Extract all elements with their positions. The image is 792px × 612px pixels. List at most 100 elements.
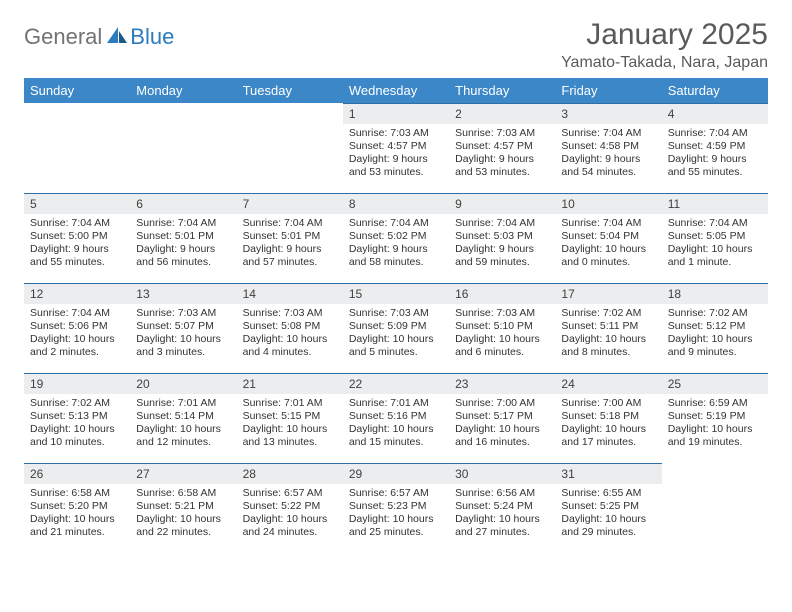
day-number: 23 [449,373,555,394]
calendar-cell: 9Sunrise: 7:04 AMSunset: 5:03 PMDaylight… [449,193,555,283]
day-details: Sunrise: 7:03 AMSunset: 4:57 PMDaylight:… [449,124,555,184]
day-details: Sunrise: 6:55 AMSunset: 5:25 PMDaylight:… [555,484,661,544]
day-details: Sunrise: 7:01 AMSunset: 5:14 PMDaylight:… [130,394,236,454]
day-details: Sunrise: 7:04 AMSunset: 5:05 PMDaylight:… [662,214,768,274]
calendar-cell: . [662,463,768,553]
header: General Blue January 2025 Yamato-Takada,… [24,18,768,72]
calendar-cell: 24Sunrise: 7:00 AMSunset: 5:18 PMDayligh… [555,373,661,463]
day-number: 7 [237,193,343,214]
day-number: 9 [449,193,555,214]
day-details: Sunrise: 7:02 AMSunset: 5:13 PMDaylight:… [24,394,130,454]
day-details: Sunrise: 7:03 AMSunset: 5:07 PMDaylight:… [130,304,236,364]
calendar-cell: 14Sunrise: 7:03 AMSunset: 5:08 PMDayligh… [237,283,343,373]
day-details: Sunrise: 6:57 AMSunset: 5:23 PMDaylight:… [343,484,449,544]
weekday-header: Monday [130,78,236,103]
day-number: 16 [449,283,555,304]
calendar-cell: 11Sunrise: 7:04 AMSunset: 5:05 PMDayligh… [662,193,768,283]
logo-sail-icon [106,26,128,49]
day-number: 5 [24,193,130,214]
calendar-cell: 23Sunrise: 7:00 AMSunset: 5:17 PMDayligh… [449,373,555,463]
weekday-header: Thursday [449,78,555,103]
calendar-cell: . [130,103,236,193]
day-number: 6 [130,193,236,214]
logo-text-general: General [24,24,102,50]
day-number: 4 [662,103,768,124]
logo-text-blue: Blue [130,24,174,50]
day-details: Sunrise: 7:04 AMSunset: 4:58 PMDaylight:… [555,124,661,184]
calendar-cell: 19Sunrise: 7:02 AMSunset: 5:13 PMDayligh… [24,373,130,463]
day-number: 28 [237,463,343,484]
calendar-cell: 16Sunrise: 7:03 AMSunset: 5:10 PMDayligh… [449,283,555,373]
weekday-header: Friday [555,78,661,103]
day-details: Sunrise: 7:03 AMSunset: 5:08 PMDaylight:… [237,304,343,364]
calendar-cell: 15Sunrise: 7:03 AMSunset: 5:09 PMDayligh… [343,283,449,373]
calendar-cell: 26Sunrise: 6:58 AMSunset: 5:20 PMDayligh… [24,463,130,553]
day-details: Sunrise: 7:04 AMSunset: 5:04 PMDaylight:… [555,214,661,274]
day-details: Sunrise: 7:04 AMSunset: 5:03 PMDaylight:… [449,214,555,274]
day-number: 18 [662,283,768,304]
calendar-cell: 27Sunrise: 6:58 AMSunset: 5:21 PMDayligh… [130,463,236,553]
day-details: Sunrise: 7:03 AMSunset: 5:10 PMDaylight:… [449,304,555,364]
day-number: 15 [343,283,449,304]
weekday-header: Tuesday [237,78,343,103]
calendar-row: 12Sunrise: 7:04 AMSunset: 5:06 PMDayligh… [24,283,768,373]
day-details: Sunrise: 7:03 AMSunset: 5:09 PMDaylight:… [343,304,449,364]
day-number: 13 [130,283,236,304]
calendar-row: ...1Sunrise: 7:03 AMSunset: 4:57 PMDayli… [24,103,768,193]
day-details: Sunrise: 6:58 AMSunset: 5:20 PMDaylight:… [24,484,130,544]
weekday-header: Saturday [662,78,768,103]
calendar-cell: 10Sunrise: 7:04 AMSunset: 5:04 PMDayligh… [555,193,661,283]
calendar-cell: 31Sunrise: 6:55 AMSunset: 5:25 PMDayligh… [555,463,661,553]
calendar-cell: 29Sunrise: 6:57 AMSunset: 5:23 PMDayligh… [343,463,449,553]
day-details: Sunrise: 7:00 AMSunset: 5:18 PMDaylight:… [555,394,661,454]
day-number: 19 [24,373,130,394]
weekday-header: Wednesday [343,78,449,103]
day-details: Sunrise: 7:03 AMSunset: 4:57 PMDaylight:… [343,124,449,184]
weekday-header-row: SundayMondayTuesdayWednesdayThursdayFrid… [24,78,768,103]
day-number: 1 [343,103,449,124]
calendar-cell: 20Sunrise: 7:01 AMSunset: 5:14 PMDayligh… [130,373,236,463]
calendar-cell: . [24,103,130,193]
logo: General Blue [24,18,174,50]
calendar-cell: 21Sunrise: 7:01 AMSunset: 5:15 PMDayligh… [237,373,343,463]
day-details: Sunrise: 7:02 AMSunset: 5:12 PMDaylight:… [662,304,768,364]
day-number: 22 [343,373,449,394]
day-details: Sunrise: 7:04 AMSunset: 5:01 PMDaylight:… [130,214,236,274]
day-details: Sunrise: 7:04 AMSunset: 4:59 PMDaylight:… [662,124,768,184]
month-title: January 2025 [561,18,768,52]
day-number: 20 [130,373,236,394]
calendar-cell: 18Sunrise: 7:02 AMSunset: 5:12 PMDayligh… [662,283,768,373]
day-details: Sunrise: 7:01 AMSunset: 5:16 PMDaylight:… [343,394,449,454]
calendar-cell: 2Sunrise: 7:03 AMSunset: 4:57 PMDaylight… [449,103,555,193]
day-number: 3 [555,103,661,124]
day-details: Sunrise: 6:58 AMSunset: 5:21 PMDaylight:… [130,484,236,544]
calendar-cell: 8Sunrise: 7:04 AMSunset: 5:02 PMDaylight… [343,193,449,283]
calendar-cell: 17Sunrise: 7:02 AMSunset: 5:11 PMDayligh… [555,283,661,373]
calendar-body: ...1Sunrise: 7:03 AMSunset: 4:57 PMDayli… [24,103,768,553]
day-details: Sunrise: 6:56 AMSunset: 5:24 PMDaylight:… [449,484,555,544]
calendar-cell: 12Sunrise: 7:04 AMSunset: 5:06 PMDayligh… [24,283,130,373]
calendar-table: SundayMondayTuesdayWednesdayThursdayFrid… [24,78,768,553]
calendar-row: 5Sunrise: 7:04 AMSunset: 5:00 PMDaylight… [24,193,768,283]
calendar-cell: 6Sunrise: 7:04 AMSunset: 5:01 PMDaylight… [130,193,236,283]
day-number: 11 [662,193,768,214]
day-details: Sunrise: 7:02 AMSunset: 5:11 PMDaylight:… [555,304,661,364]
day-details: Sunrise: 7:01 AMSunset: 5:15 PMDaylight:… [237,394,343,454]
day-details: Sunrise: 6:57 AMSunset: 5:22 PMDaylight:… [237,484,343,544]
day-number: 26 [24,463,130,484]
calendar-cell: 7Sunrise: 7:04 AMSunset: 5:01 PMDaylight… [237,193,343,283]
day-number: 25 [662,373,768,394]
calendar-cell: 22Sunrise: 7:01 AMSunset: 5:16 PMDayligh… [343,373,449,463]
day-number: 17 [555,283,661,304]
calendar-cell: 5Sunrise: 7:04 AMSunset: 5:00 PMDaylight… [24,193,130,283]
calendar-cell: 25Sunrise: 6:59 AMSunset: 5:19 PMDayligh… [662,373,768,463]
calendar-row: 26Sunrise: 6:58 AMSunset: 5:20 PMDayligh… [24,463,768,553]
day-number: 2 [449,103,555,124]
day-number: 10 [555,193,661,214]
day-number: 12 [24,283,130,304]
calendar-cell: . [237,103,343,193]
calendar-cell: 1Sunrise: 7:03 AMSunset: 4:57 PMDaylight… [343,103,449,193]
day-details: Sunrise: 7:04 AMSunset: 5:02 PMDaylight:… [343,214,449,274]
day-number: 31 [555,463,661,484]
calendar-cell: 30Sunrise: 6:56 AMSunset: 5:24 PMDayligh… [449,463,555,553]
